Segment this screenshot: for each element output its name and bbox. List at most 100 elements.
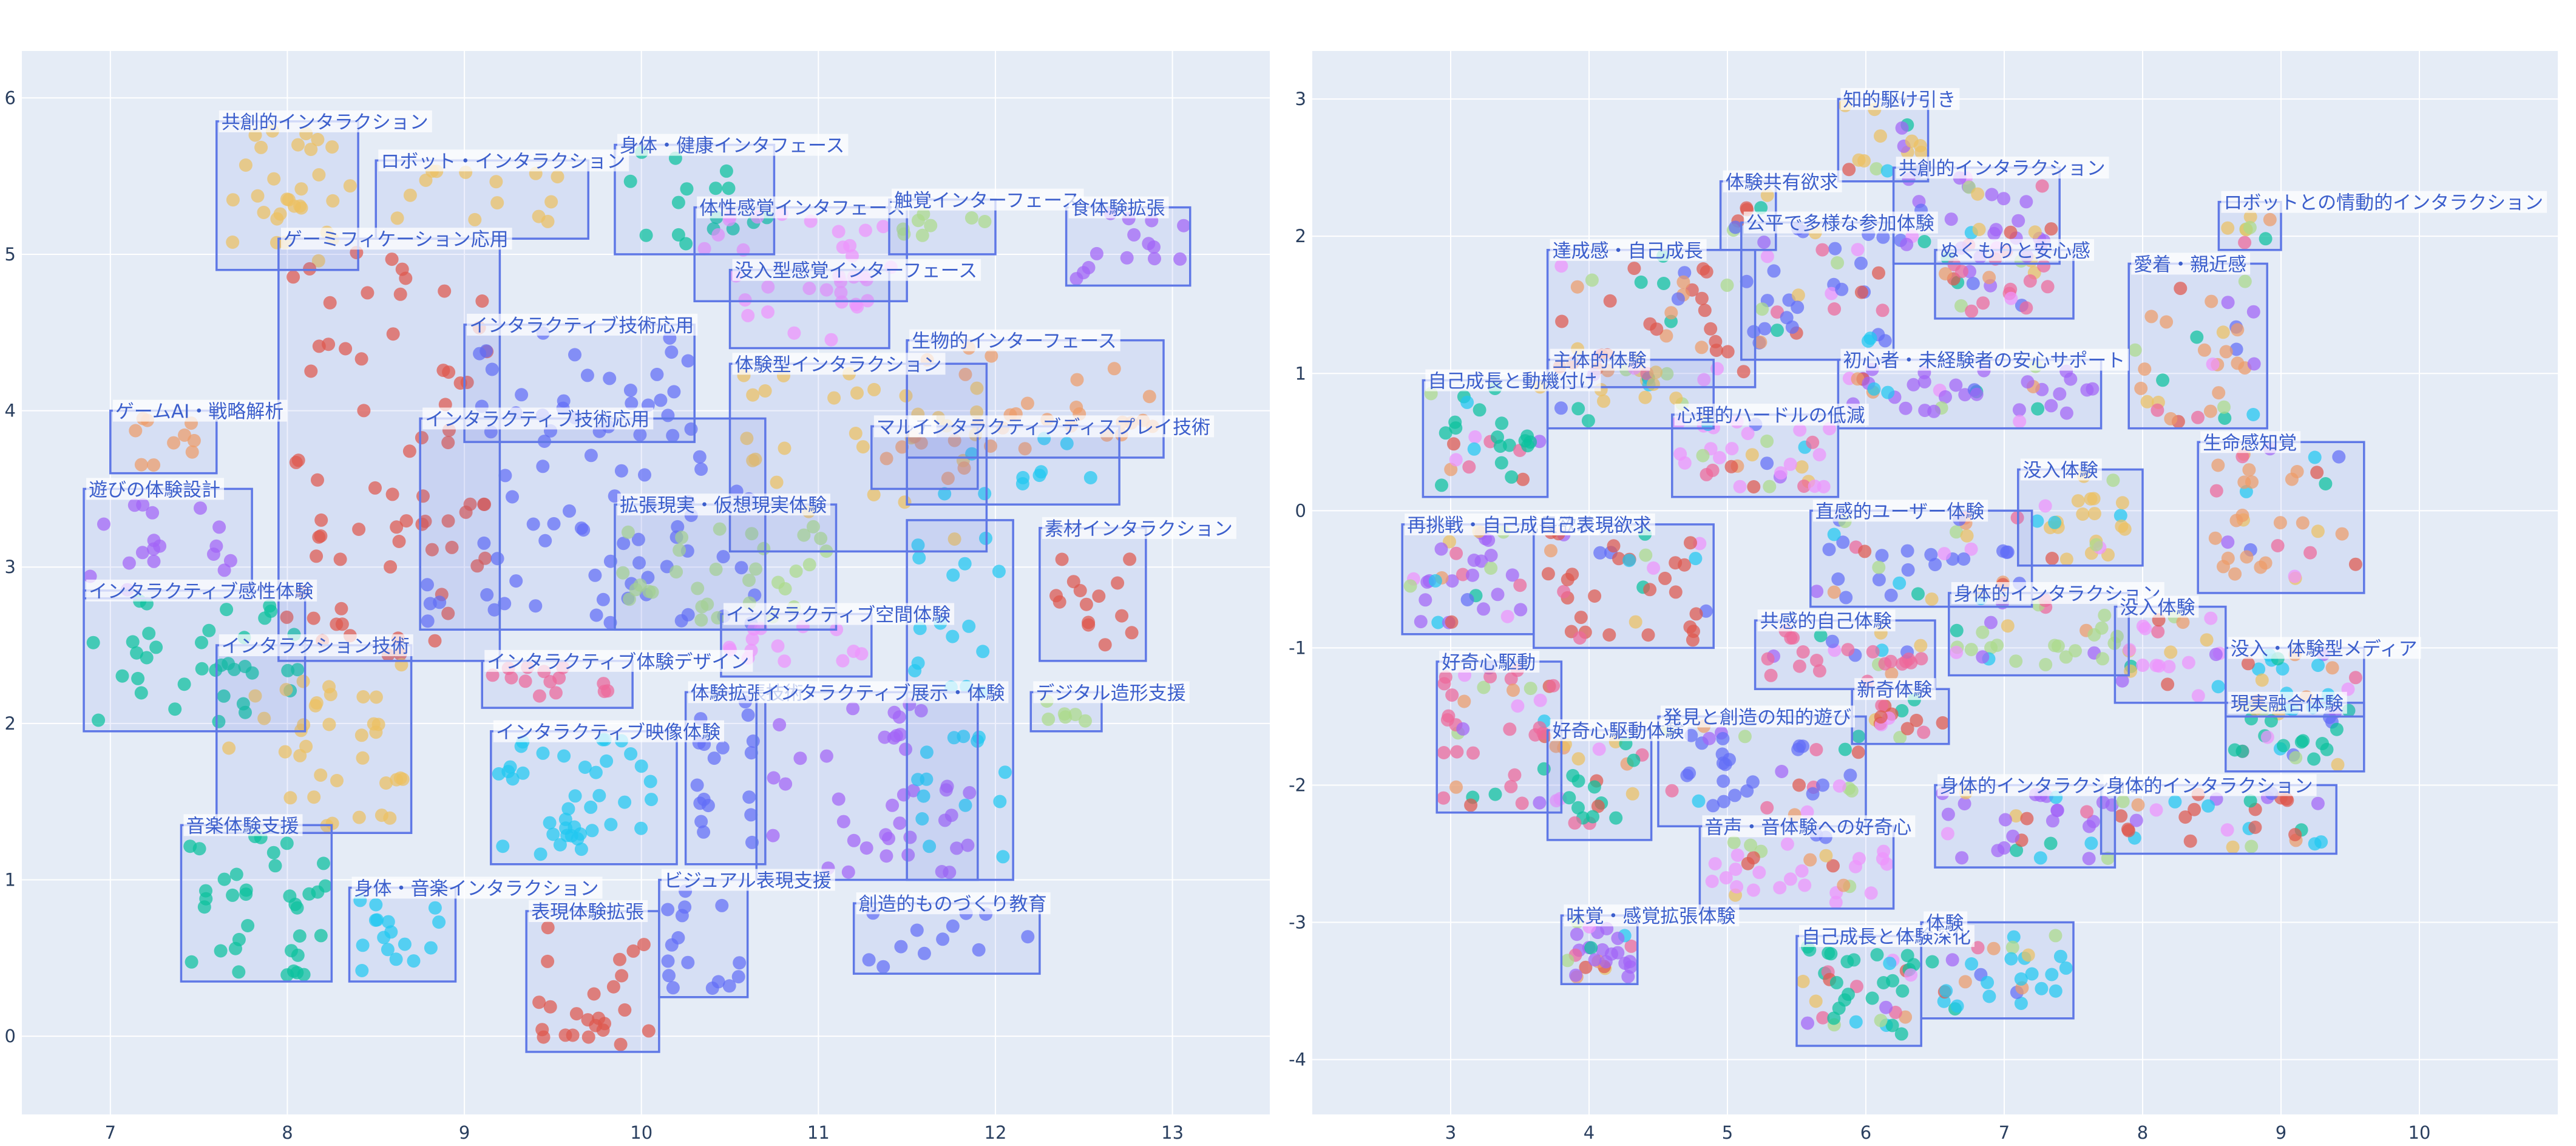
scatter-point: [2211, 680, 2225, 694]
scatter-point: [1445, 574, 1459, 588]
scatter-point: [226, 193, 240, 207]
scatter-point: [1775, 765, 1789, 778]
scatter-point: [1562, 791, 1576, 805]
scatter-point: [1484, 549, 1498, 562]
scatter-point: [307, 790, 321, 804]
scatter-point: [496, 839, 510, 853]
scatter-point: [1445, 615, 1459, 629]
scatter-point: [2053, 387, 2067, 401]
scatter-point: [304, 364, 318, 378]
scatter-point: [899, 742, 912, 756]
scatter-point: [323, 296, 337, 310]
scatter-point: [1874, 710, 1888, 724]
scatter-point: [1607, 539, 1621, 553]
cluster-box: [215, 644, 413, 834]
scatter-point: [1678, 456, 1692, 470]
scatter-point: [1021, 930, 1035, 944]
scatter-point: [541, 954, 555, 968]
scatter-point: [1741, 427, 1755, 441]
scatter-point: [908, 664, 922, 677]
x-tick-label: 10: [630, 1122, 652, 1143]
scatter-point: [2134, 381, 2148, 395]
scatter-point: [1738, 730, 1752, 744]
scatter-point: [1445, 688, 1459, 702]
scatter-point: [1547, 679, 1561, 693]
cluster-label-background: [1743, 211, 1938, 234]
scatter-point: [1964, 643, 1978, 657]
scatter-point: [2012, 214, 2025, 228]
scatter-point: [352, 523, 366, 536]
cluster-label-background: [378, 149, 629, 172]
scatter-point: [2044, 836, 2058, 850]
scatter-point: [2290, 465, 2304, 478]
scatter-point: [733, 956, 747, 970]
cluster-box: [684, 691, 767, 866]
x-tick-label: 12: [985, 1122, 1007, 1143]
scatter-point: [1689, 607, 1703, 621]
scatter-point: [1841, 643, 1855, 657]
scatter-point: [1982, 989, 1996, 1003]
scatter-point: [217, 689, 231, 703]
scatter-point: [1878, 657, 1892, 671]
scatter-point: [836, 654, 850, 668]
scatter-point: [1843, 768, 1857, 782]
scatter-point: [2044, 399, 2058, 413]
scatter-point: [1793, 423, 1807, 437]
scatter-point: [2273, 516, 2287, 530]
scatter-point: [856, 440, 870, 454]
scatter-point: [882, 832, 895, 846]
scatter-point: [1079, 714, 1092, 728]
scatter-point: [722, 181, 736, 195]
scatter-point: [136, 498, 150, 512]
scatter-point: [1957, 797, 1971, 811]
scatter-point: [419, 174, 433, 187]
scatter-point: [680, 182, 694, 196]
cluster-label-background: [1702, 815, 1916, 838]
scatter-point: [561, 802, 575, 816]
cluster-label: 味覚・感覚拡張体験: [1566, 906, 1735, 927]
scatter-point: [251, 189, 265, 203]
scatter-point: [403, 188, 417, 202]
scatter-point: [1792, 778, 1806, 792]
scatter-point: [1450, 745, 1464, 759]
scatter-point: [802, 558, 816, 572]
scatter-point: [1911, 587, 1925, 601]
scatter-point: [625, 396, 639, 410]
cluster-label-background: [891, 188, 1084, 211]
cluster-label: インタラクティブ技術応用: [469, 315, 694, 337]
scatter-point: [1624, 960, 1638, 974]
scatter-point: [957, 461, 971, 475]
scatter-point: [1939, 267, 1953, 280]
scatter-point: [532, 689, 546, 703]
scatter-point: [1850, 980, 1863, 994]
scatter-point: [498, 469, 512, 483]
scatter-point: [2229, 342, 2243, 356]
scatter-point: [197, 900, 211, 914]
scatter-point: [1950, 999, 1964, 1013]
scatter-point: [1483, 670, 1497, 683]
scatter-point: [1857, 154, 1871, 168]
scatter-point: [746, 388, 760, 402]
cluster-label: デジタル造形支援: [1035, 682, 1185, 704]
scatter-point: [229, 867, 243, 881]
scatter-point: [1827, 585, 1841, 599]
scatter-point: [2149, 659, 2163, 673]
scatter-point: [634, 821, 648, 835]
scatter-point: [633, 428, 647, 442]
scatter-point: [2311, 659, 2325, 673]
scatter-point: [202, 623, 216, 637]
scatter-point: [1829, 895, 1843, 909]
scatter-point: [557, 749, 571, 763]
scatter-point: [1950, 623, 1964, 637]
scatter-point: [2049, 984, 2062, 998]
scatter-point: [963, 786, 977, 799]
scatter-point: [819, 749, 833, 763]
scatter-point: [1098, 638, 1112, 652]
scatter-point: [2161, 677, 2175, 691]
scatter-point: [1865, 991, 1879, 1005]
scatter-point: [1899, 401, 1913, 415]
scatter-point: [1763, 480, 1777, 493]
scatter-point: [637, 938, 651, 952]
scatter-point: [2228, 567, 2242, 581]
scatter-point: [2005, 940, 2019, 954]
